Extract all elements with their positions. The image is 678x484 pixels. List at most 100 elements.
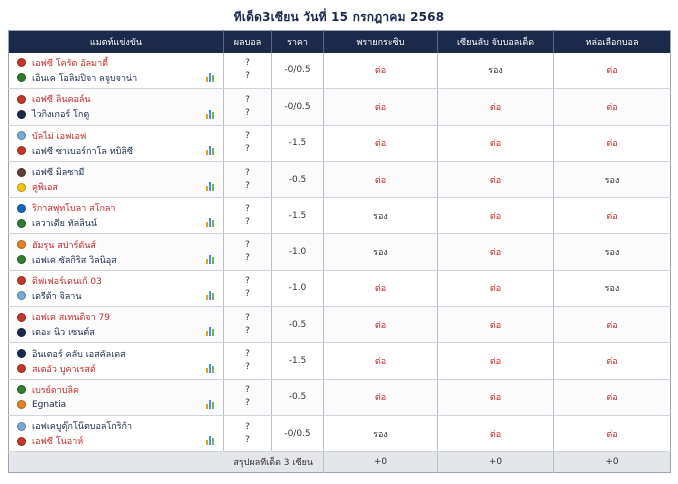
home-team-name[interactable]: อินเตอร์ คลับ เอสคัลเดส bbox=[32, 347, 126, 361]
score-cell: ? ? bbox=[224, 234, 272, 270]
home-crest-icon bbox=[17, 95, 26, 104]
away-team-name[interactable]: เอฟซี โนอาห์ bbox=[32, 434, 83, 448]
away-team[interactable]: สเตอัว บูคาเรสต์ bbox=[17, 361, 223, 376]
home-team-name[interactable]: ริกาสฟุทโบลา สโกลา bbox=[32, 201, 115, 215]
table-row[interactable]: ดิฟเฟอร์เดนเก้ 03 เดรีต้า จิลาน ? ? -1.0… bbox=[9, 270, 671, 306]
tipster-1-pick: รอง bbox=[324, 234, 438, 270]
home-team[interactable]: เอฟซี โครัต อัลมาตี้ bbox=[17, 55, 223, 70]
odds-cell: -0/0.5 bbox=[272, 53, 324, 89]
tipster-3-pick: ต่อ bbox=[554, 307, 671, 343]
match-cell: เอฟเคบูดุ๊กโน๊ตบอลโกริก้า เอฟซี โนอาห์ bbox=[9, 415, 224, 451]
home-team[interactable]: บัลไม่ เอฟเอฟ bbox=[17, 128, 223, 143]
summary-tipster-1: +0 bbox=[324, 452, 438, 473]
match-cell: บัลไม่ เอฟเอฟ เอฟซี ซาเบอร์กาโล ทบิลิซี bbox=[9, 125, 224, 161]
home-crest-icon bbox=[17, 422, 26, 431]
away-team-name[interactable]: เดอะ นิว เซนต์ส bbox=[32, 325, 95, 339]
home-team[interactable]: เอฟซี ลินคอล์น bbox=[17, 92, 223, 107]
home-team[interactable]: ฮัมรุน สปาร์ตันส์ bbox=[17, 237, 223, 252]
home-team[interactable]: ริกาสฟุทโบลา สโกลา bbox=[17, 201, 223, 216]
home-team[interactable]: เอฟเคบูดุ๊กโน๊ตบอลโกริก้า bbox=[17, 419, 223, 434]
home-crest-icon bbox=[17, 58, 26, 67]
stats-chart-icon[interactable] bbox=[206, 110, 215, 119]
stats-chart-icon[interactable] bbox=[206, 291, 215, 300]
header-score: ผลบอล bbox=[224, 31, 272, 53]
home-score: ? bbox=[224, 275, 271, 288]
home-crest-icon bbox=[17, 313, 26, 322]
score-cell: ? ? bbox=[224, 125, 272, 161]
home-team-name[interactable]: เอฟซี โครัต อัลมาตี้ bbox=[32, 56, 108, 70]
table-row[interactable]: อินเตอร์ คลับ เอสคัลเดส สเตอัว บูคาเรสต์… bbox=[9, 343, 671, 379]
home-team-name[interactable]: ฮัมรุน สปาร์ตันส์ bbox=[32, 238, 96, 252]
home-team-name[interactable]: เอฟซี ลินคอล์น bbox=[32, 92, 91, 106]
tipster-2-pick: ต่อ bbox=[438, 343, 554, 379]
tipster-2-pick: ต่อ bbox=[438, 161, 554, 197]
match-cell: เบรย์ดาบลิค Egnatia bbox=[9, 379, 224, 415]
home-team[interactable]: เบรย์ดาบลิค bbox=[17, 382, 223, 397]
table-row[interactable]: เอฟซี โครัต อัลมาตี้ เอินเค โอลิมปิจา ลจ… bbox=[9, 53, 671, 89]
away-team-name[interactable]: เอินเค โอลิมปิจา ลจูบจาน่า bbox=[32, 71, 137, 85]
stats-chart-icon[interactable] bbox=[206, 255, 215, 264]
stats-chart-icon[interactable] bbox=[206, 327, 215, 336]
table-row[interactable]: เอฟซี ลินคอล์น ไวกิงเกอร์ โกตู ? ? -0/0.… bbox=[9, 89, 671, 125]
stats-chart-icon[interactable] bbox=[206, 436, 215, 445]
home-team[interactable]: เอฟเค สเทนดิจา 79 bbox=[17, 310, 223, 325]
home-score: ? bbox=[224, 384, 271, 397]
stats-chart-icon[interactable] bbox=[206, 146, 215, 155]
away-team[interactable]: เอินเค โอลิมปิจา ลจูบจาน่า bbox=[17, 70, 223, 85]
away-team[interactable]: Egnatia bbox=[17, 397, 223, 412]
table-row[interactable]: ฮัมรุน สปาร์ตันส์ เอฟเค ซัลกิริส วิลนิอุ… bbox=[9, 234, 671, 270]
home-team-name[interactable]: เอฟซี มิลซามี bbox=[32, 165, 84, 179]
away-team[interactable]: คูพิเอส bbox=[17, 180, 223, 195]
away-team[interactable]: เลวาเดีย ทัลลินน์ bbox=[17, 216, 223, 231]
tipster-3-pick: ต่อ bbox=[554, 198, 671, 234]
odds-cell: -1.5 bbox=[272, 198, 324, 234]
away-team[interactable]: เอฟเค ซัลกิริส วิลนิอุส bbox=[17, 252, 223, 267]
home-crest-icon bbox=[17, 204, 26, 213]
away-score: ? bbox=[224, 434, 271, 447]
away-team-name[interactable]: คูพิเอส bbox=[32, 180, 58, 194]
tipster-3-pick: ต่อ bbox=[554, 125, 671, 161]
away-team-name[interactable]: เดรีต้า จิลาน bbox=[32, 289, 82, 303]
page: ทีเด็ด3เซียน วันที่ 15 กรกฎาคม 2568 แมตท… bbox=[0, 0, 678, 484]
away-team-name[interactable]: สเตอัว บูคาเรสต์ bbox=[32, 362, 96, 376]
away-team[interactable]: ไวกิงเกอร์ โกตู bbox=[17, 107, 223, 122]
stats-chart-icon[interactable] bbox=[206, 400, 215, 409]
header-odds: ราคา bbox=[272, 31, 324, 53]
stats-chart-icon[interactable] bbox=[206, 73, 215, 82]
tips-table: แมตท์แข่งขัน ผลบอล ราคา พรายกระซิบ เซียน… bbox=[8, 30, 671, 473]
home-team-name[interactable]: เอฟเคบูดุ๊กโน๊ตบอลโกริก้า bbox=[32, 419, 132, 433]
tipster-2-pick: ต่อ bbox=[438, 234, 554, 270]
away-team-name[interactable]: ไวกิงเกอร์ โกตู bbox=[32, 107, 89, 121]
home-team[interactable]: เอฟซี มิลซามี bbox=[17, 165, 223, 180]
table-row[interactable]: บัลไม่ เอฟเอฟ เอฟซี ซาเบอร์กาโล ทบิลิซี … bbox=[9, 125, 671, 161]
home-team-name[interactable]: เอฟเค สเทนดิจา 79 bbox=[32, 310, 110, 324]
home-team-name[interactable]: บัลไม่ เอฟเอฟ bbox=[32, 129, 86, 143]
table-row[interactable]: เอฟเคบูดุ๊กโน๊ตบอลโกริก้า เอฟซี โนอาห์ ?… bbox=[9, 415, 671, 451]
away-team[interactable]: เดอะ นิว เซนต์ส bbox=[17, 325, 223, 340]
stats-chart-icon[interactable] bbox=[206, 218, 215, 227]
home-team[interactable]: ดิฟเฟอร์เดนเก้ 03 bbox=[17, 273, 223, 288]
header-tipster-2: เซียนลับ จับบอลเด็ด bbox=[438, 31, 554, 53]
table-row[interactable]: ริกาสฟุทโบลา สโกลา เลวาเดีย ทัลลินน์ ? ?… bbox=[9, 198, 671, 234]
match-cell: อินเตอร์ คลับ เอสคัลเดส สเตอัว บูคาเรสต์ bbox=[9, 343, 224, 379]
tipster-1-pick: ต่อ bbox=[324, 343, 438, 379]
home-team[interactable]: อินเตอร์ คลับ เอสคัลเดส bbox=[17, 346, 223, 361]
table-row[interactable]: เอฟซี มิลซามี คูพิเอส ? ? -0.5 ต่อ ต่อ ร… bbox=[9, 161, 671, 197]
table-row[interactable]: เบรย์ดาบลิค Egnatia ? ? -0.5 ต่อ ต่อ ต่อ bbox=[9, 379, 671, 415]
stats-chart-icon[interactable] bbox=[206, 182, 215, 191]
home-team-name[interactable]: ดิฟเฟอร์เดนเก้ 03 bbox=[32, 274, 102, 288]
away-team-name[interactable]: เอฟซี ซาเบอร์กาโล ทบิลิซี bbox=[32, 144, 133, 158]
away-team-name[interactable]: Egnatia bbox=[32, 400, 66, 410]
tipster-1-pick: ต่อ bbox=[324, 89, 438, 125]
away-team[interactable]: เอฟซี ซาเบอร์กาโล ทบิลิซี bbox=[17, 143, 223, 158]
tipster-2-pick: ต่อ bbox=[438, 198, 554, 234]
away-team-name[interactable]: เอฟเค ซัลกิริส วิลนิอุส bbox=[32, 253, 117, 267]
home-team-name[interactable]: เบรย์ดาบลิค bbox=[32, 383, 79, 397]
away-score: ? bbox=[224, 216, 271, 229]
table-row[interactable]: เอฟเค สเทนดิจา 79 เดอะ นิว เซนต์ส ? ? -0… bbox=[9, 307, 671, 343]
away-team-name[interactable]: เลวาเดีย ทัลลินน์ bbox=[32, 216, 97, 230]
away-score: ? bbox=[224, 180, 271, 193]
stats-chart-icon[interactable] bbox=[206, 364, 215, 373]
away-team[interactable]: เอฟซี โนอาห์ bbox=[17, 434, 223, 449]
away-team[interactable]: เดรีต้า จิลาน bbox=[17, 288, 223, 303]
